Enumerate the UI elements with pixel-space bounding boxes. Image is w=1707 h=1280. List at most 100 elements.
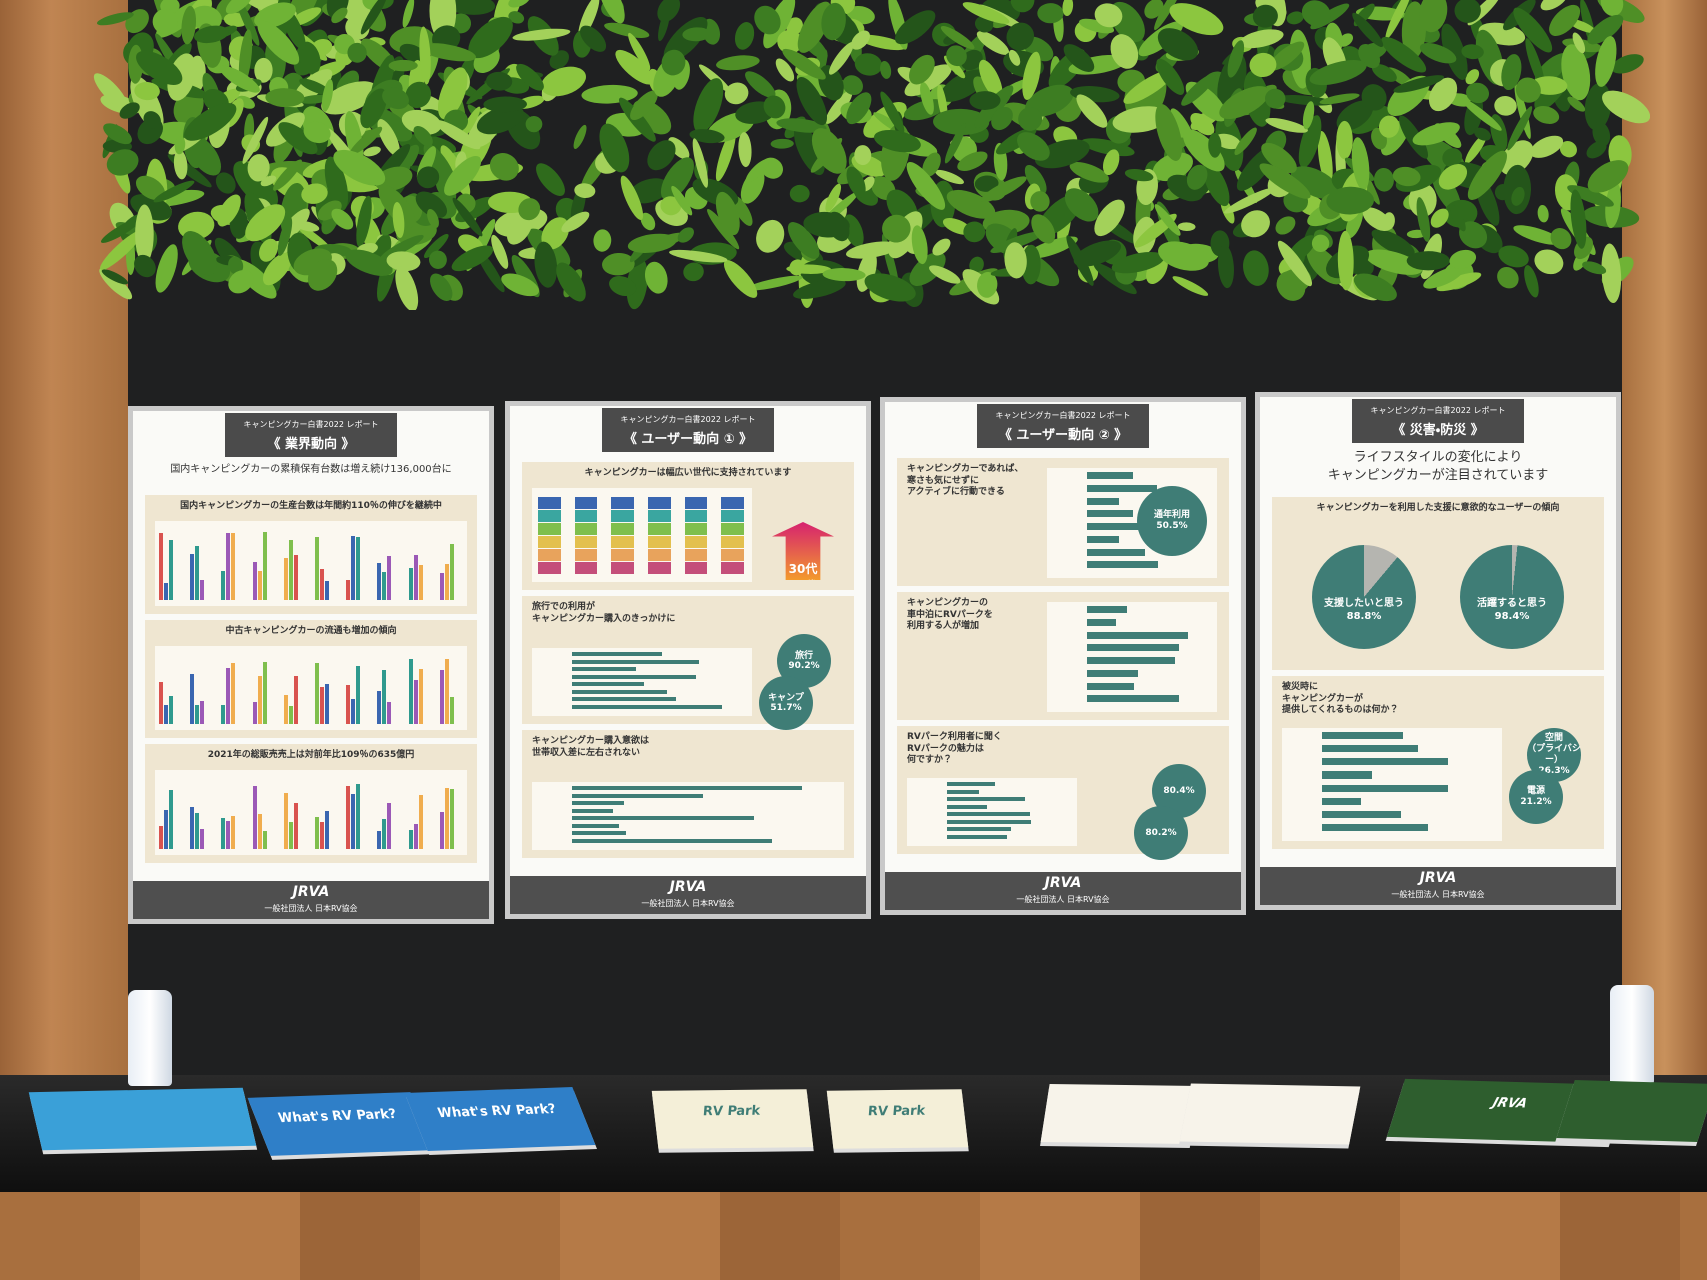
leaf (1154, 0, 1183, 31)
bar (195, 704, 200, 725)
bar (164, 704, 168, 725)
bar (1322, 771, 1373, 779)
leaf (106, 149, 139, 176)
leaf (489, 153, 519, 181)
leaf (1442, 148, 1463, 167)
bar (252, 786, 257, 849)
logo: JRVA (292, 884, 330, 900)
bar (408, 659, 413, 725)
leaf (187, 135, 222, 176)
leaf (427, 208, 439, 229)
brochure-title: What's RV Park? (435, 1101, 559, 1122)
leaf (1430, 208, 1449, 228)
bar (221, 705, 226, 725)
leaf (1514, 83, 1531, 140)
bar (387, 556, 392, 600)
leaf (707, 208, 740, 250)
bar (257, 814, 262, 849)
leaf (1025, 84, 1074, 117)
bar (449, 697, 454, 725)
leaf (1595, 36, 1617, 87)
leaf (894, 10, 936, 45)
leaf (125, 9, 149, 34)
leaf (1345, 206, 1364, 239)
leaf (661, 49, 686, 76)
pie-chart: 支援したいと思う 88.8% (1312, 545, 1416, 650)
stacked-bar (611, 536, 634, 548)
bar (572, 801, 625, 806)
leaf (525, 115, 543, 133)
leaf (1362, 207, 1392, 232)
leaf (1406, 251, 1450, 271)
stacked-bar (611, 549, 634, 561)
bar (1322, 732, 1404, 740)
leaf (745, 71, 776, 98)
stacked-bar (611, 523, 634, 535)
leaf (1449, 249, 1477, 269)
leaf (1265, 118, 1308, 133)
leaf (1601, 243, 1622, 304)
leaf (630, 90, 658, 121)
leaf (693, 78, 724, 133)
leaf (1261, 142, 1297, 174)
bar (262, 661, 267, 725)
leaf (1063, 44, 1095, 72)
leaf (1561, 44, 1591, 101)
stacked-bar (684, 562, 708, 574)
chart-area (1047, 602, 1217, 712)
pie-chart: 活躍すると思う 98.4% (1460, 545, 1564, 650)
leaf (1062, 0, 1074, 17)
panel-heading: 中古キャンピングカーの流通も増加の傾向 (225, 625, 397, 636)
leaf (580, 25, 607, 52)
leaf (392, 201, 405, 239)
bar (1087, 548, 1145, 556)
bar (1087, 631, 1188, 639)
bar (572, 831, 627, 836)
bar (572, 823, 619, 828)
bar (169, 790, 173, 849)
bar (1322, 784, 1448, 792)
leaf (134, 81, 160, 101)
bar (159, 532, 163, 600)
leaf (1361, 84, 1387, 111)
leaf (822, 268, 866, 282)
leaf (1549, 4, 1581, 37)
leaf (763, 95, 786, 119)
brochure (28, 1087, 257, 1151)
callout-label: 空間 （プライバシー） 26.3% (1527, 733, 1581, 776)
callout-label: 通年利用 50.5% (1153, 510, 1190, 531)
leaf (1507, 106, 1533, 151)
leaf (155, 244, 178, 293)
bar (418, 794, 423, 849)
bar (252, 702, 257, 725)
leaf (842, 75, 863, 96)
leaf (476, 105, 525, 135)
leaf (1190, 112, 1215, 136)
leaf (969, 91, 1001, 110)
leaf (228, 256, 244, 275)
bar (1087, 695, 1180, 703)
leaf (962, 2, 1010, 24)
leaf (1365, 249, 1423, 275)
leaf (846, 166, 866, 198)
bar (444, 564, 449, 600)
bar (1322, 758, 1448, 766)
sanitizer-bottle (1610, 985, 1654, 1085)
stacked-bar (538, 536, 561, 548)
bar (387, 701, 392, 725)
leaf (1030, 191, 1050, 212)
leaf (541, 217, 570, 250)
leaf (119, 102, 140, 119)
headline: 国内キャンピングカーの累積保有台数は増え続け136,000台に (170, 464, 452, 475)
leaf (1533, 105, 1560, 124)
leaf (257, 20, 300, 65)
callout-circle: 80.2% (1134, 806, 1188, 861)
bar (572, 808, 614, 813)
bar (572, 682, 644, 687)
leaf (615, 49, 654, 85)
leaf (933, 108, 990, 136)
brochure: What's RV Park? (404, 1087, 596, 1151)
leaf (262, 252, 292, 286)
panel-heading: キャンピングカーを利用した支援に意欲的なユーザーの傾向 (1316, 503, 1560, 513)
leaf (1567, 185, 1614, 207)
